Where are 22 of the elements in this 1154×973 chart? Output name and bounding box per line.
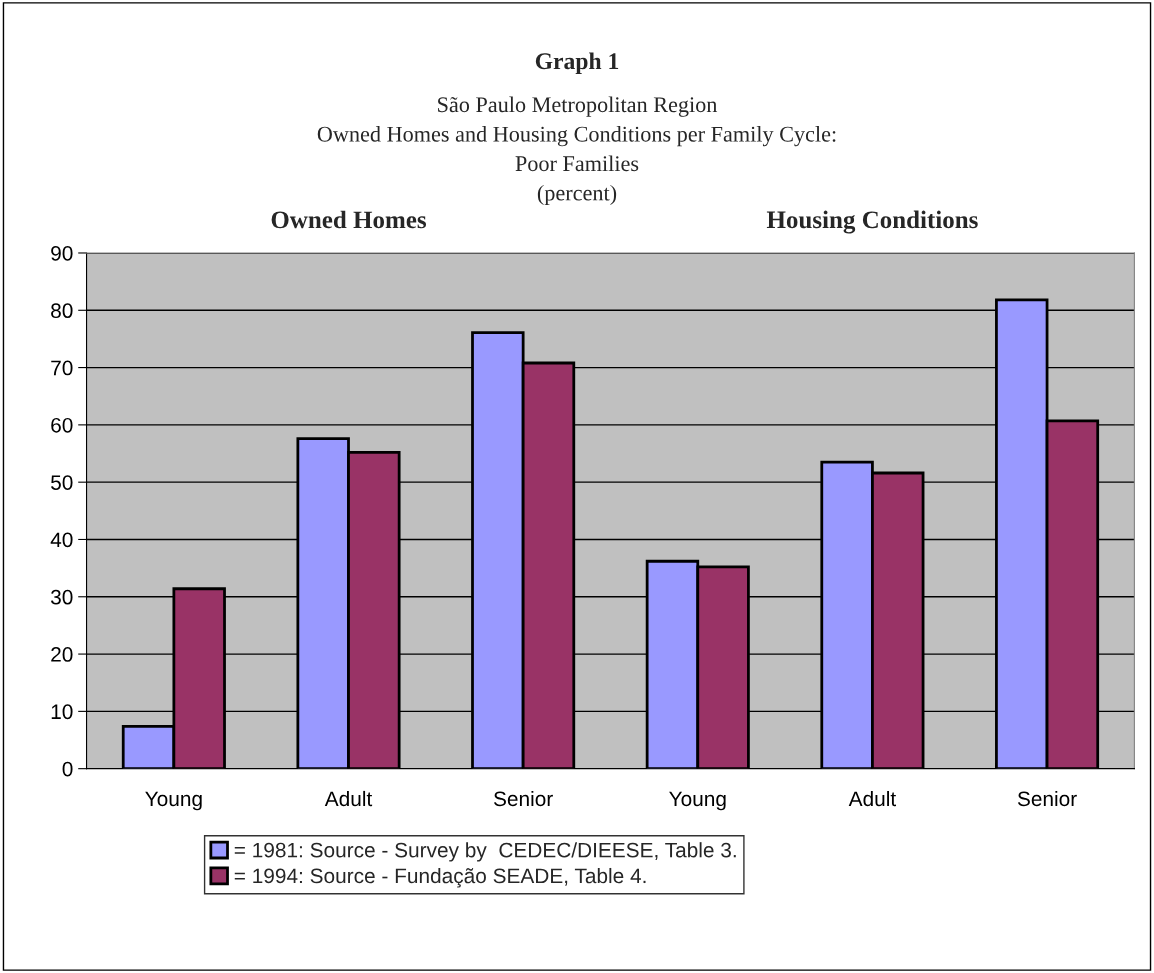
x-tick-label: Adult xyxy=(848,790,897,807)
y-tick-label: 50 xyxy=(51,475,73,490)
y-tick-label: 80 xyxy=(51,303,73,319)
chart-subtitle: São Paulo Metropolitan Region Owned Homes and Housing Conditions per Family Cycle: Poor Families (percent) xyxy=(317,96,836,206)
chart-title: Graph 1 xyxy=(535,52,619,74)
legend-label: = 1994: Source - Fundação SEADE, Table 4. xyxy=(234,867,646,888)
x-tick-label: Adult xyxy=(324,790,373,807)
x-tick-label: Young xyxy=(669,791,726,811)
y-tick-label: 70 xyxy=(51,360,73,376)
y-tick-label: 0 xyxy=(62,761,73,777)
text: Owned Homes xyxy=(271,210,427,229)
text: Housing Conditions xyxy=(766,210,978,234)
legend-label: = 1981: Source - Survey by CEDEC/DIEESE, Table 3. xyxy=(234,842,736,862)
y-tick-label: 30 xyxy=(50,589,73,605)
y-tick-label: 60 xyxy=(51,417,73,433)
y-tick-label: 40 xyxy=(50,532,73,548)
y-tick-label: 90 xyxy=(51,245,73,261)
y-tick-label: 10 xyxy=(51,704,73,720)
x-tick-label: Senior xyxy=(1017,790,1077,807)
x-tick-label: Senior xyxy=(493,790,553,807)
x-tick-label: Young xyxy=(145,791,202,811)
y-tick-label: 20 xyxy=(51,647,73,662)
